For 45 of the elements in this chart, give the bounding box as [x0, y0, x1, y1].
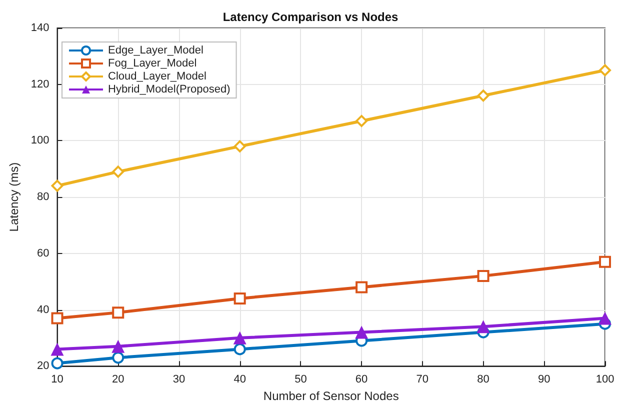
- point: [51, 180, 64, 192]
- x-tick-label: 10: [51, 374, 64, 386]
- point: [112, 340, 125, 353]
- x-tick-label: 80: [477, 374, 490, 386]
- point: [51, 312, 64, 324]
- x-tick-label: 90: [538, 374, 550, 386]
- x-axis-title: Number of Sensor Nodes: [263, 389, 399, 403]
- y-tick-label: 60: [37, 247, 50, 260]
- y-tick-label: 100: [30, 134, 50, 147]
- point: [112, 166, 124, 178]
- legend-label: Cloud_Layer_Model: [108, 70, 206, 82]
- x-tick-label: 60: [355, 374, 368, 386]
- point: [112, 306, 124, 319]
- x-tick-label: 50: [294, 374, 307, 386]
- point: [356, 281, 368, 294]
- x-tick-label: 100: [596, 374, 614, 386]
- y-tick-label: 40: [37, 304, 50, 316]
- x-tick-label: 70: [416, 374, 429, 386]
- y-tick-label: 20: [37, 360, 50, 372]
- point: [598, 312, 612, 325]
- point: [599, 64, 611, 76]
- chart-title: Latency Comparison vs Nodes: [222, 10, 399, 24]
- point: [356, 114, 368, 127]
- legend-label: Fog_Layer_Model: [108, 58, 197, 70]
- y-axis-title: Latency (ms): [7, 162, 21, 232]
- point: [234, 292, 246, 304]
- point: [476, 320, 490, 334]
- x-tick-label: 40: [234, 374, 246, 386]
- point: [112, 352, 124, 364]
- y-tick-label: 120: [30, 78, 50, 90]
- point: [51, 357, 64, 370]
- point: [50, 342, 64, 356]
- point: [599, 256, 611, 268]
- point: [234, 140, 246, 152]
- y-tick-label: 80: [37, 191, 50, 204]
- y-tick-label: 140: [30, 22, 50, 34]
- point: [477, 270, 490, 282]
- point: [477, 90, 490, 102]
- x-tick-label: 20: [112, 374, 124, 386]
- legend-label: Hybrid_Model(Proposed): [108, 84, 230, 96]
- legend-label: Edge_Layer_Model: [108, 44, 204, 56]
- x-tick-label: 30: [172, 374, 186, 386]
- point: [234, 343, 246, 356]
- point: [355, 326, 368, 339]
- point: [233, 331, 246, 344]
